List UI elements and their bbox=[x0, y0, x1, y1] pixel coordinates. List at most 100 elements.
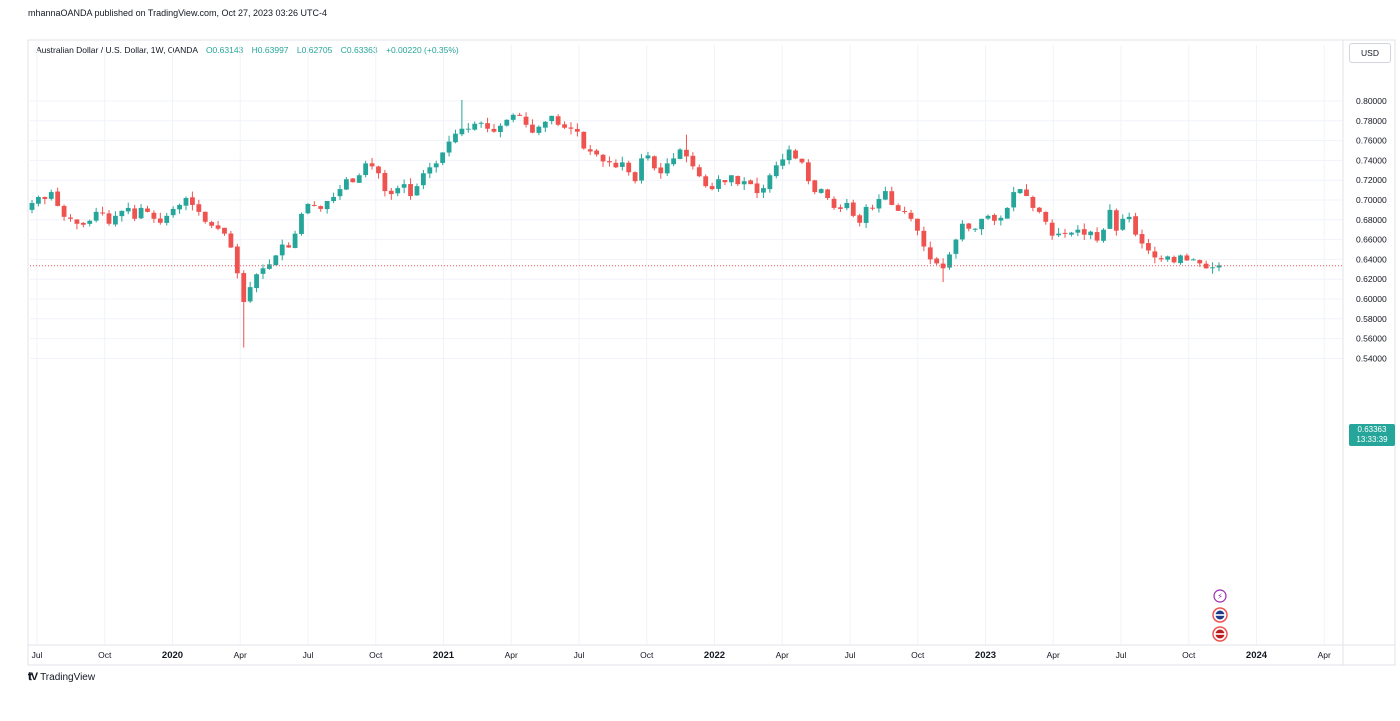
time-tick-label: Apr bbox=[776, 650, 789, 660]
candle-body bbox=[748, 180, 754, 185]
legend-open: O0.63143 bbox=[205, 45, 244, 55]
candle-body bbox=[453, 133, 458, 143]
candle-body bbox=[228, 233, 234, 248]
candle-body bbox=[1049, 222, 1055, 236]
candle-body bbox=[979, 218, 984, 230]
bar-countdown: 13:33:39 bbox=[1356, 435, 1388, 444]
tradingview-logo[interactable]: 𝐭V TradingView bbox=[28, 671, 95, 684]
candle-body bbox=[279, 244, 285, 256]
candle-body bbox=[953, 239, 959, 254]
price-tick-label: 0.54000 bbox=[1356, 353, 1387, 363]
time-tick-label: Oct bbox=[369, 650, 383, 660]
time-tick-label: Jul bbox=[303, 650, 314, 660]
candle-body bbox=[350, 178, 356, 183]
ohlc-legend: Australian Dollar / U.S. Dollar, 1W, OAN… bbox=[36, 45, 459, 55]
candle-body bbox=[382, 172, 388, 192]
time-tick-label: Apr bbox=[234, 650, 247, 660]
price-tick-label: 0.64000 bbox=[1356, 254, 1387, 264]
candle-body bbox=[388, 190, 394, 195]
price-chart[interactable]: 0.80000 0.78000 0.76000 0.74000 0.72000 0.700… bbox=[0, 0, 1400, 700]
au-flag-icon[interactable] bbox=[1212, 607, 1228, 623]
candle-body bbox=[80, 222, 86, 225]
candle-body bbox=[151, 212, 157, 219]
candle-body bbox=[934, 258, 940, 264]
candle-body bbox=[93, 211, 99, 221]
candle-body bbox=[542, 121, 548, 128]
candle-body bbox=[966, 223, 972, 229]
candle-body bbox=[645, 155, 651, 159]
candle-body bbox=[446, 141, 452, 153]
us-flag-icon[interactable] bbox=[1212, 626, 1228, 642]
candle-body bbox=[177, 204, 182, 210]
candle-body bbox=[331, 197, 336, 202]
candle-body bbox=[1094, 232, 1100, 241]
candle-body bbox=[607, 161, 612, 163]
time-tick-label: Oct bbox=[911, 650, 925, 660]
candle-body bbox=[626, 162, 632, 173]
price-tick-label: 0.78000 bbox=[1356, 116, 1387, 126]
candle-body bbox=[882, 191, 888, 200]
candle-body bbox=[1036, 207, 1042, 212]
time-tick-label: 2020 bbox=[162, 650, 183, 661]
candle-body bbox=[138, 207, 144, 219]
price-tick-label: 0.70000 bbox=[1356, 195, 1387, 205]
candle-body bbox=[985, 215, 991, 219]
candle-body bbox=[1024, 189, 1029, 197]
candle-body bbox=[716, 179, 721, 189]
candle-body bbox=[420, 173, 426, 186]
candle-body bbox=[472, 123, 478, 130]
candle-body bbox=[831, 198, 837, 208]
legend-high: H0.63997 bbox=[251, 45, 289, 55]
price-tick-label: 0.60000 bbox=[1356, 294, 1387, 304]
lightning-icon[interactable]: ⚡ bbox=[1213, 589, 1227, 603]
time-axis[interactable]: Jul Oct 2020 Apr Jul Oct 2021 Apr Jul Oct 2022 Apr J… bbox=[32, 650, 1331, 661]
time-tick-label: 2022 bbox=[704, 650, 725, 661]
candle-body bbox=[305, 203, 311, 214]
candle-body bbox=[921, 230, 927, 247]
candle-body bbox=[517, 114, 523, 116]
candle-body bbox=[100, 212, 105, 214]
candle-body bbox=[87, 220, 93, 224]
candle-body bbox=[568, 127, 574, 129]
candle-body bbox=[677, 149, 683, 159]
candle-body bbox=[1184, 255, 1190, 261]
price-axis[interactable]: 0.80000 0.78000 0.76000 0.74000 0.72000 0.700… bbox=[1356, 96, 1387, 363]
candles bbox=[29, 100, 1222, 348]
symbol-name[interactable]: Australian Dollar / U.S. Dollar, 1W, OAN… bbox=[36, 45, 198, 55]
time-tick-label: Apr bbox=[1047, 650, 1060, 660]
candle-body bbox=[234, 246, 240, 274]
candle-body bbox=[927, 247, 933, 260]
candle-body bbox=[55, 191, 61, 206]
candle-body bbox=[793, 150, 798, 159]
candle-body bbox=[292, 233, 298, 248]
candle-body bbox=[29, 202, 35, 210]
currency-button[interactable]: USD bbox=[1349, 43, 1391, 63]
time-tick-label: Apr bbox=[505, 650, 518, 660]
candle-body bbox=[1165, 256, 1171, 260]
price-tick-label: 0.58000 bbox=[1356, 314, 1387, 324]
candle-body bbox=[870, 207, 875, 209]
events[interactable]: ⚡ bbox=[1212, 589, 1228, 642]
candle-body bbox=[658, 167, 664, 174]
time-tick-label: Jul bbox=[574, 650, 585, 660]
candle-body bbox=[267, 264, 272, 269]
candle-body bbox=[805, 162, 811, 182]
svg-text:⚡: ⚡ bbox=[1217, 592, 1223, 601]
candle-body bbox=[157, 218, 163, 223]
candle-body bbox=[106, 213, 112, 224]
last-price-label: 0.63363 13:33:39 bbox=[1349, 424, 1395, 446]
candle-body bbox=[395, 188, 401, 194]
candle-body bbox=[915, 218, 920, 231]
time-tick-label: Jul bbox=[1116, 650, 1127, 660]
candle-body bbox=[639, 158, 644, 181]
last-price-value: 0.63363 bbox=[1357, 425, 1387, 434]
candle-body bbox=[786, 149, 792, 161]
candle-body bbox=[773, 165, 779, 177]
candle-body bbox=[504, 119, 510, 126]
candle-body bbox=[619, 162, 625, 167]
price-tick-label: 0.80000 bbox=[1356, 96, 1387, 106]
candle-body bbox=[1069, 232, 1074, 235]
legend-low: L0.62705 bbox=[296, 45, 333, 55]
candle-body bbox=[202, 211, 208, 222]
candle-body bbox=[1113, 210, 1119, 231]
